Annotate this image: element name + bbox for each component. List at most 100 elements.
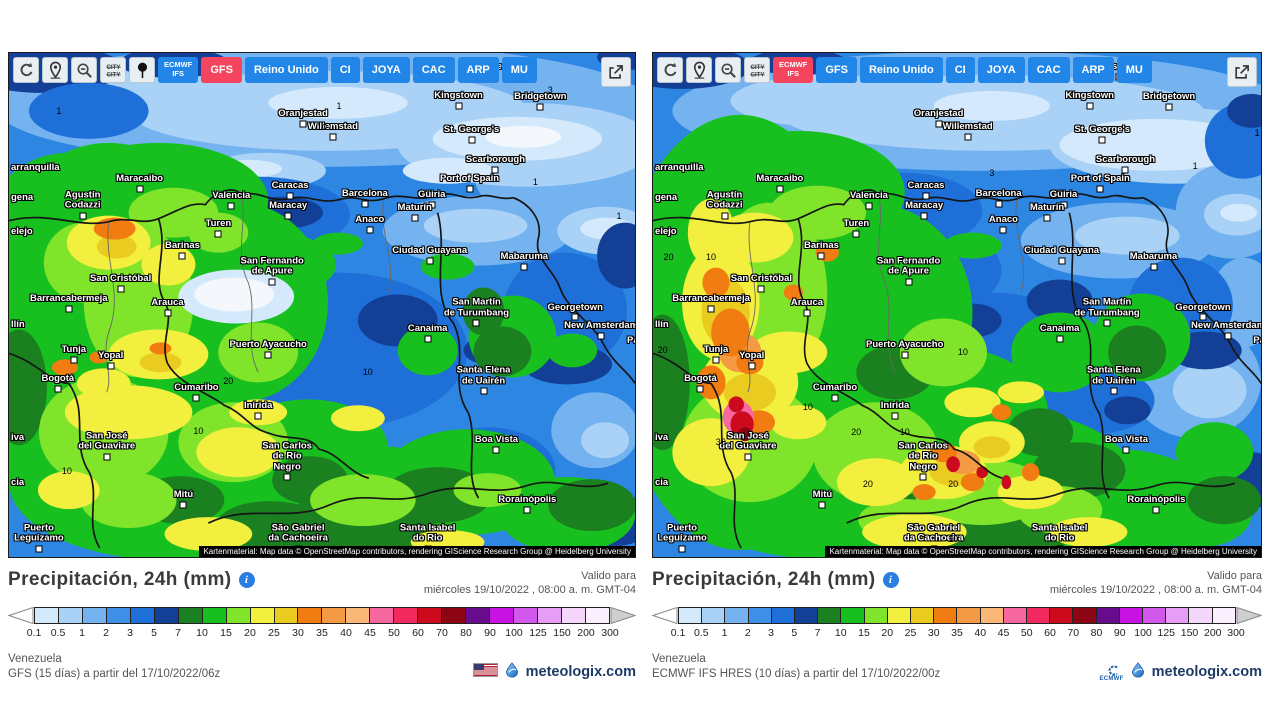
city-label: Arauca <box>151 296 184 308</box>
scale-tick: 200 <box>577 626 595 639</box>
info-icon[interactable]: i <box>238 572 255 588</box>
city-label: Agustín Codazzi <box>706 189 743 211</box>
tab-joya[interactable]: JOYA <box>977 57 1025 83</box>
refresh-icon[interactable] <box>657 57 683 83</box>
scale-segment <box>980 607 1004 623</box>
city-marker <box>1199 313 1207 321</box>
zoom-out-icon[interactable] <box>715 57 741 83</box>
tab-joya[interactable]: JOYA <box>362 57 410 83</box>
city-label: San Carlos de Río Negro <box>262 440 312 472</box>
tab-ecmwf-ifs[interactable]: ECMWF IFS <box>773 57 814 83</box>
city-marker <box>920 212 928 220</box>
scale-tick: 30 <box>292 626 304 639</box>
city-label: iva <box>11 431 25 443</box>
city-label: Arauca <box>790 296 824 308</box>
city-marker <box>852 230 860 238</box>
tab-ecmwf-ifs[interactable]: ECMWF IFS <box>158 57 199 83</box>
marker-balloon-icon[interactable] <box>129 57 155 83</box>
scale-segment <box>106 607 131 623</box>
tab-cac[interactable]: CAC <box>412 57 455 83</box>
city-label: San Carlos de Río Negro <box>898 440 948 472</box>
refresh-icon[interactable] <box>13 57 39 83</box>
tab-reino-unido[interactable]: Reino Unido <box>859 57 943 83</box>
ecmwf-logo: ECMWF <box>1099 665 1123 682</box>
city-marker <box>70 356 78 364</box>
tab-gfs[interactable]: GFS <box>816 57 857 83</box>
city-label: cia <box>11 476 25 488</box>
tab-ci[interactable]: CI <box>330 57 360 83</box>
map-canvas-gfs[interactable]: CastriesKingstownBridgetownSt. George'sO… <box>8 52 636 558</box>
city-label: St. George's <box>443 123 500 135</box>
scale-segment <box>442 607 467 623</box>
scale-segment <box>490 607 515 623</box>
city-label: gena <box>654 191 678 203</box>
city-label: Barrancabermeja <box>29 293 108 305</box>
city-label: San Fernando de Apure <box>240 255 304 277</box>
scale-segment <box>679 607 703 623</box>
map-canvas-ecmwf[interactable]: CastriesKingstownBridgetownSt. George'sO… <box>652 52 1262 558</box>
city-marker <box>1103 319 1111 327</box>
scale-tick: 40 <box>974 626 987 639</box>
scale-tick: 3 <box>127 626 133 639</box>
scale-tick: 300 <box>1227 626 1245 639</box>
scale-tick: 0.5 <box>50 626 66 639</box>
tab-mu[interactable]: MU <box>501 57 537 83</box>
city-marker <box>922 192 930 200</box>
city-labels-icon[interactable]: CITYCITY <box>744 57 770 83</box>
contour-value: 1 <box>1192 160 1198 171</box>
city-labels-icon[interactable]: CITYCITY <box>100 57 126 83</box>
city-marker <box>1043 214 1051 222</box>
share-button[interactable] <box>1227 57 1257 87</box>
city-label: Bridgetown <box>514 90 567 102</box>
city-marker <box>995 200 1003 208</box>
city-marker <box>721 212 729 220</box>
city-label: Barrancabermeja <box>672 293 750 305</box>
scale-tick: 7 <box>814 626 821 639</box>
city-marker <box>264 351 272 359</box>
brand-name[interactable]: meteologix.com <box>1151 664 1262 681</box>
legend-gfs: Precipitación, 24h (mm) i Valido para mi… <box>8 558 636 683</box>
city-marker <box>776 185 784 193</box>
city-marker <box>299 120 307 128</box>
city-label: Caracas <box>907 179 945 191</box>
share-button[interactable] <box>601 57 631 87</box>
zoom-out-icon[interactable] <box>71 57 97 83</box>
panel-ecmwf: CastriesKingstownBridgetownSt. George'sO… <box>652 52 1262 683</box>
scale-tick: 7 <box>175 626 181 639</box>
city-label: San Martín de Turumbang <box>1074 296 1140 319</box>
city-marker <box>1152 506 1160 514</box>
tab-ci[interactable]: CI <box>945 57 975 83</box>
city-marker <box>103 453 111 461</box>
tab-arp[interactable]: ARP <box>1072 57 1114 83</box>
info-icon[interactable]: i <box>882 572 899 588</box>
scale-tick: 15 <box>858 626 870 639</box>
scale-tick: 50 <box>1020 626 1033 639</box>
scale-segment <box>725 607 749 623</box>
contour-value: 20 <box>663 251 674 262</box>
tab-mu[interactable]: MU <box>1116 57 1152 83</box>
location-pin-icon[interactable] <box>42 57 68 83</box>
scale-segment <box>1143 607 1167 623</box>
city-marker <box>65 305 73 313</box>
tab-reino-unido[interactable]: Reino Unido <box>244 57 328 83</box>
region-label: Venezuela <box>652 652 706 665</box>
city-label: San Cristóbal <box>730 272 793 284</box>
scale-segment <box>748 607 772 623</box>
city-label: Port of Spain <box>1070 172 1130 184</box>
contour-value: 1 <box>532 176 538 187</box>
location-pin-icon[interactable] <box>686 57 712 83</box>
tab-gfs[interactable]: GFS <box>201 57 242 83</box>
city-label: Turen <box>843 217 870 229</box>
city-marker <box>254 412 262 420</box>
contour-value: 10 <box>706 251 717 262</box>
city-label: Boa Vista <box>474 433 519 445</box>
contour-value: 10 <box>193 426 204 437</box>
brand-name[interactable]: meteologix.com <box>525 664 636 681</box>
city-label: llín <box>654 319 669 331</box>
tab-arp[interactable]: ARP <box>457 57 499 83</box>
meteologix-drop-icon <box>1131 661 1144 678</box>
tab-cac[interactable]: CAC <box>1027 57 1070 83</box>
scale-arrow-left <box>652 606 678 624</box>
city-marker <box>757 285 765 293</box>
scale-tick: 20 <box>881 626 894 639</box>
